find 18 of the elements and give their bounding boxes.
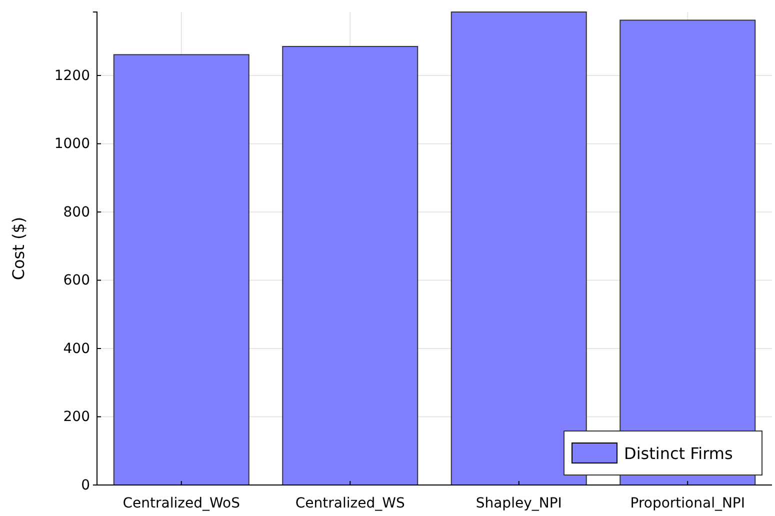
x-tick-label: Proportional_NPI [630,495,745,512]
bar [450,12,587,486]
y-tick-label: 400 [63,340,90,357]
y-tick-label: 1000 [54,136,90,152]
y-tick-label: 800 [63,204,90,220]
bar [620,20,756,486]
bar [282,46,418,486]
y-tick-label: 200 [63,409,90,426]
x-tick-label: Shapley_NPI [476,495,562,512]
y-tick-label: 1200 [54,68,90,84]
bar [113,54,250,486]
legend: Distinct Firms [564,430,762,476]
x-tick-label: Centralized_WS [295,495,405,512]
x-tick-label: Centralized_WoS [122,495,240,512]
y-axis-title: Cost ($) [9,216,28,280]
y-tick-label: 600 [63,272,90,289]
series-label: Distinct Firms [624,444,733,463]
y-tick-label: 0 [81,477,90,494]
